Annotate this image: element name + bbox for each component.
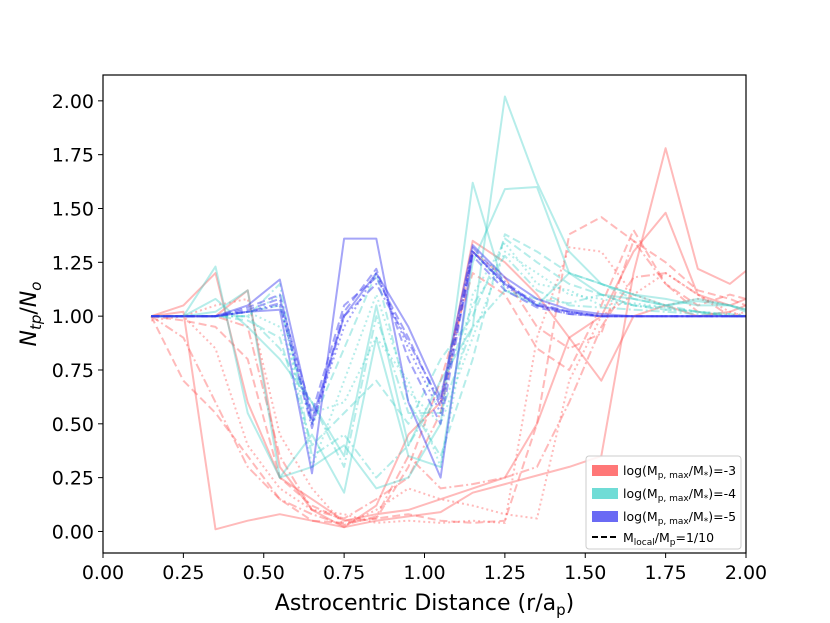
series-line-2: [150, 211, 746, 522]
legend-swatch-m3: [592, 465, 618, 476]
series-line-16: [151, 241, 746, 468]
x-axis: 0.00 0.25 0.50 0.75 1.00 1.25 1.50 1.75 2.00: [82, 553, 767, 584]
y-tick-label: 1.50: [52, 198, 94, 220]
legend-label-m3: log(Mp, max/M*)=-3: [623, 463, 736, 481]
series-line-5: [150, 229, 746, 524]
series-line-14: [151, 237, 746, 447]
x-tick-label: 1.00: [403, 562, 445, 584]
series-line-3: [151, 239, 746, 529]
y-tick-label: 2.00: [52, 91, 94, 113]
legend-box: [585, 455, 742, 550]
x-tick-label: 0.25: [162, 562, 204, 584]
series-line-23: [151, 250, 746, 425]
series-line-22: [151, 254, 746, 414]
y-tick-label: 1.25: [52, 252, 94, 274]
y-tick-label: 0.75: [52, 360, 94, 382]
series-line-12: [151, 186, 746, 494]
x-tick-label: 1.75: [644, 562, 686, 584]
y-tick-label: 0.25: [52, 468, 94, 490]
series-line-9: [151, 239, 746, 520]
y-tick-label: 1.75: [52, 145, 94, 167]
series-line-24: [151, 246, 746, 430]
x-tick-label: 0.00: [82, 562, 124, 584]
series-layer: [150, 95, 746, 531]
legend-swatch-m5: [592, 511, 618, 522]
series-line-18: [151, 254, 746, 479]
y-tick-label: 1.00: [52, 306, 94, 328]
series-line-15: [151, 250, 746, 468]
y-axis-label: Ntp/No: [17, 282, 45, 347]
series-line-8: [150, 272, 746, 526]
x-tick-label: 2.00: [725, 562, 767, 584]
x-axis-label: Astrocentric Distance (r/ap): [275, 591, 574, 619]
x-tick-label: 1.50: [564, 562, 606, 584]
series-line-21: [151, 250, 746, 425]
series-line-17: [151, 289, 746, 468]
y-axis: 0.00 0.25 0.50 0.75 1.00 1.25 1.50 1.75 2.00: [52, 91, 103, 543]
legend-label-m4: log(Mp, max/M*)=-4: [623, 486, 736, 504]
series-line-10: [151, 181, 746, 490]
x-tick-label: 0.50: [243, 562, 285, 584]
series-line-20: [151, 244, 746, 421]
x-tick-label: 0.75: [323, 562, 365, 584]
series-line-1: [151, 147, 746, 531]
series-line-4: [151, 216, 746, 524]
legend: log(Mp, max/M*)=-3 log(Mp, max/M*)=-4 lo…: [585, 455, 742, 550]
legend-label-m5: log(Mp, max/M*)=-5: [623, 509, 736, 527]
legend-swatch-m4: [592, 488, 618, 499]
series-line-13: [151, 233, 746, 458]
y-tick-label: 0.00: [52, 521, 94, 543]
series-line-19: [151, 237, 746, 479]
y-tick-label: 0.50: [52, 414, 94, 436]
series-line-11: [151, 95, 746, 458]
x-tick-label: 1.25: [484, 562, 526, 584]
